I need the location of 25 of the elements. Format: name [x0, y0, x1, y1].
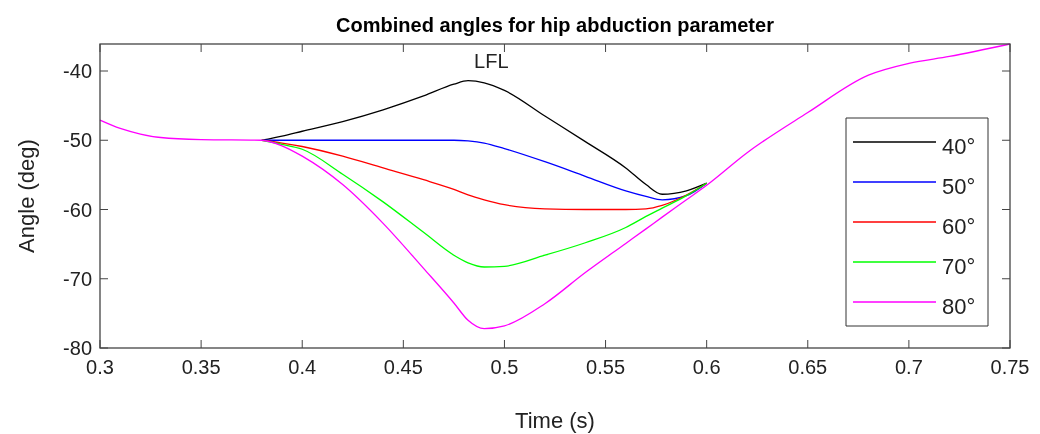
- chart-title: Combined angles for hip abduction parameter: [336, 14, 775, 36]
- x-tick-label: 0.7: [894, 356, 923, 378]
- legend-label: 40°: [942, 134, 976, 159]
- legend-label: 50°: [942, 174, 976, 199]
- x-tick-label: 0.4: [288, 356, 317, 378]
- annotation: LFL: [474, 50, 509, 72]
- y-tick-label: -40: [63, 60, 92, 83]
- y-tick-label: -70: [63, 267, 92, 290]
- x-tick-label: 0.55: [586, 356, 626, 378]
- x-tick-label: 0.3: [86, 356, 114, 378]
- x-tick-label: 0.65: [788, 356, 828, 378]
- y-tick-label: -60: [63, 198, 92, 221]
- legend-label: 80°: [942, 294, 976, 319]
- y-axis-title: Angle (deg): [14, 139, 39, 253]
- x-tick-label: 0.5: [490, 356, 519, 378]
- x-tick-label: 0.6: [692, 356, 721, 378]
- legend-label: 60°: [942, 214, 976, 239]
- x-tick-label: 0.75: [990, 356, 1030, 378]
- y-tick-label: -50: [63, 129, 92, 152]
- y-tick-label: -80: [63, 337, 92, 359]
- x-axis-title: Time (s): [515, 408, 595, 433]
- legend-label: 70°: [942, 254, 976, 279]
- line-series: [261, 80, 708, 195]
- x-tick-label: 0.35: [181, 356, 221, 378]
- x-tick-label: 0.45: [383, 356, 423, 378]
